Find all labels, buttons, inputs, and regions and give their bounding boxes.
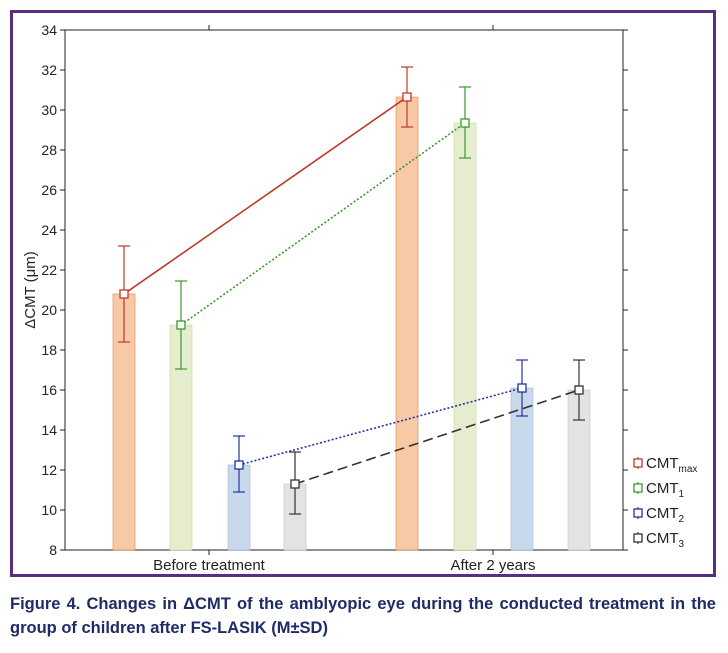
y-tick-label: 10 xyxy=(41,502,57,518)
y-tick-label: 24 xyxy=(41,222,57,238)
bar-1-1 xyxy=(453,122,477,551)
y-tick-label: 14 xyxy=(41,422,57,438)
y-tick-label: 20 xyxy=(41,302,57,318)
series-line-max xyxy=(123,96,408,295)
point-marker-max-1 xyxy=(402,92,412,102)
legend-marker-1 xyxy=(633,483,643,493)
plot-area xyxy=(64,29,624,551)
point-marker-2-0 xyxy=(234,460,244,470)
point-marker-2-1 xyxy=(517,383,527,393)
series-line-3 xyxy=(294,389,580,485)
x-category-label: Before treatment xyxy=(153,557,266,574)
y-tick-label: 18 xyxy=(41,342,57,358)
x-category-label: After 2 years xyxy=(450,557,535,574)
legend-marker-2 xyxy=(633,508,643,518)
legend-label-3: CMT3 xyxy=(646,530,685,550)
y-tick-label: 26 xyxy=(41,182,57,198)
legend-label-max: CMTmax xyxy=(646,455,697,475)
chart-frame: 8 10 12 14 16 18 20 22 24 26 28 30 32 34 ΔCMT (μm) Befo… xyxy=(10,10,716,577)
legend-marker-max xyxy=(633,458,643,468)
y-tick-label: 12 xyxy=(41,462,57,478)
point-marker-3-1 xyxy=(574,385,584,395)
legend-label-1: CMT1 xyxy=(646,480,685,500)
point-marker-1-0 xyxy=(176,320,186,330)
y-tick-label: 16 xyxy=(41,382,57,398)
y-axis-label: ΔCMT (μm) xyxy=(22,251,39,329)
point-marker-1-1 xyxy=(460,118,470,128)
y-tick-label: 28 xyxy=(41,142,57,158)
point-marker-max-0 xyxy=(119,289,129,299)
y-tick-label: 22 xyxy=(41,262,57,278)
y-tick-label: 8 xyxy=(49,542,57,558)
series-line-2 xyxy=(238,387,523,466)
figure-caption: Figure 4. Changes in ΔCMT of the amblyop… xyxy=(10,595,716,637)
chart-plot: 8 10 12 14 16 18 20 22 24 26 28 30 32 34 ΔCMT (μm) Befo… xyxy=(22,22,697,574)
legend-label-2: CMT2 xyxy=(646,505,685,525)
y-tick-label: 30 xyxy=(41,102,57,118)
legend-marker-3 xyxy=(633,533,643,543)
y-tick-label: 34 xyxy=(41,22,57,38)
y-tick-label: 32 xyxy=(41,62,57,78)
point-marker-3-0 xyxy=(290,479,300,489)
